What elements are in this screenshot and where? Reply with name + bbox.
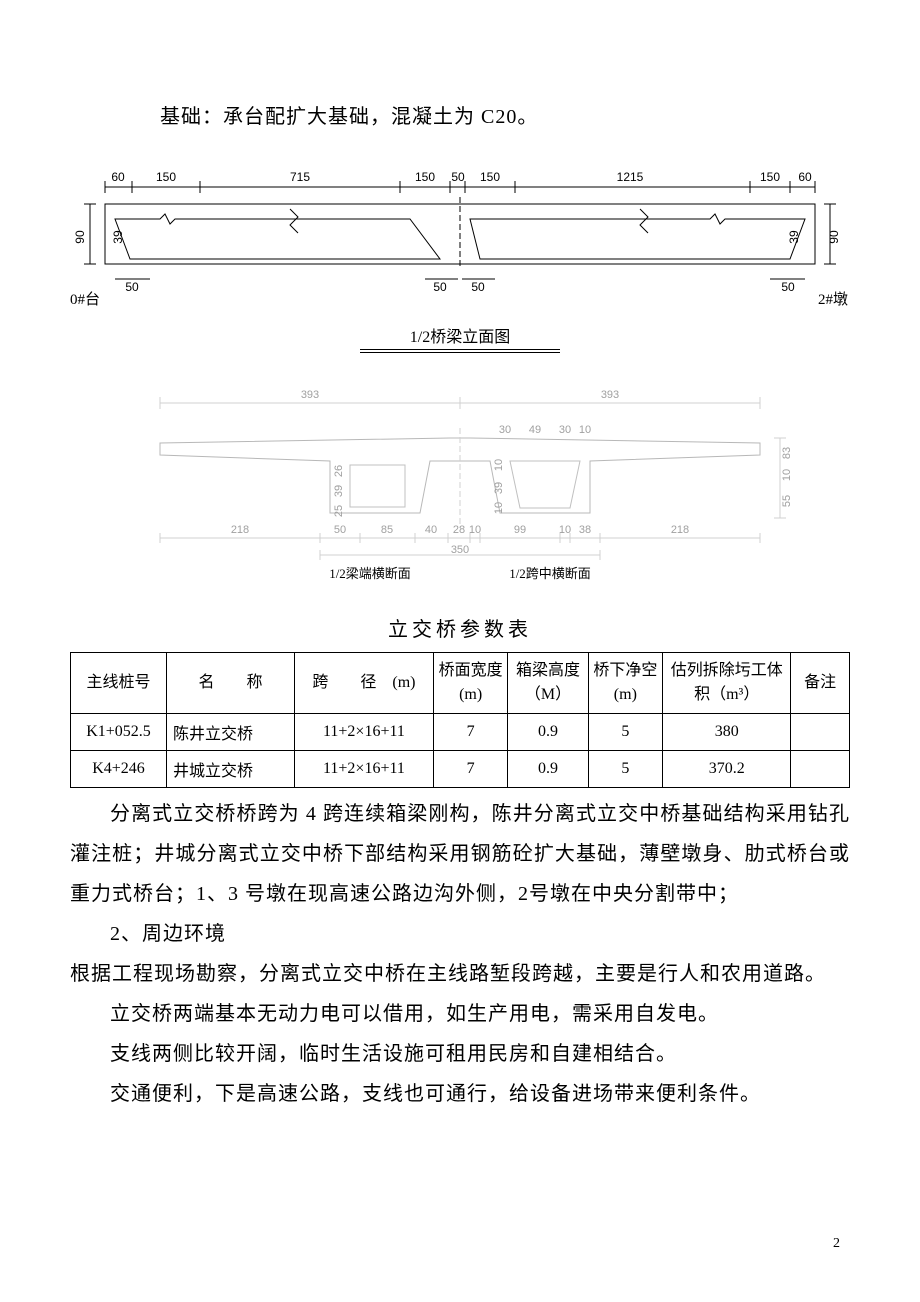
svg-text:50: 50 bbox=[125, 280, 139, 294]
svg-text:55: 55 bbox=[781, 495, 793, 507]
svg-text:218: 218 bbox=[231, 524, 249, 536]
paragraph: 分离式立交桥桥跨为 4 跨连续箱梁刚构，陈井分离式立交中桥基础结构采用钻孔灌注桩… bbox=[70, 794, 850, 914]
section-diagram: 393 393 30 49 30 10 26 39 25 10 39 10 83… bbox=[70, 383, 850, 583]
svg-text:715: 715 bbox=[290, 170, 310, 184]
table-row: K4+246井城立交桥11+2×16+1170.95370.2 bbox=[71, 751, 850, 788]
svg-text:2#墩: 2#墩 bbox=[818, 291, 848, 308]
caption-underline bbox=[360, 349, 560, 353]
table-cell: 井城立交桥 bbox=[167, 751, 295, 788]
svg-text:50: 50 bbox=[781, 280, 795, 294]
page-number: 2 bbox=[833, 1236, 840, 1252]
svg-text:150: 150 bbox=[415, 170, 435, 184]
svg-text:10: 10 bbox=[579, 424, 591, 436]
body-paragraphs: 分离式立交桥桥跨为 4 跨连续箱梁刚构，陈井分离式立交中桥基础结构采用钻孔灌注桩… bbox=[70, 794, 850, 1114]
table-header-row: 主线桩号 名 称 跨 径 (m) 桥面宽度(m) 箱梁高度（M） 桥下净空(m)… bbox=[71, 653, 850, 714]
svg-text:10: 10 bbox=[469, 524, 481, 536]
svg-text:85: 85 bbox=[381, 524, 393, 536]
svg-text:83: 83 bbox=[781, 447, 793, 459]
svg-text:28: 28 bbox=[453, 524, 465, 536]
elevation-diagram: 60 150 715 150 50 150 1215 150 60 90 39 … bbox=[70, 169, 850, 353]
th-clear: 桥下净空(m) bbox=[588, 653, 663, 714]
th-name: 名 称 bbox=[167, 653, 295, 714]
svg-text:38: 38 bbox=[579, 524, 591, 536]
svg-text:60: 60 bbox=[798, 170, 812, 184]
th-volume: 估列拆除圬工体积（m³） bbox=[663, 653, 791, 714]
table-cell bbox=[791, 714, 850, 751]
svg-text:25: 25 bbox=[333, 505, 345, 517]
svg-text:150: 150 bbox=[760, 170, 780, 184]
svg-text:40: 40 bbox=[425, 524, 437, 536]
intro-text: 基础：承台配扩大基础，混凝土为 C20。 bbox=[160, 100, 850, 129]
svg-text:10: 10 bbox=[493, 459, 505, 471]
svg-text:39: 39 bbox=[787, 230, 801, 244]
table-cell: 0.9 bbox=[508, 714, 588, 751]
th-station: 主线桩号 bbox=[71, 653, 167, 714]
svg-text:50: 50 bbox=[471, 280, 485, 294]
svg-text:350: 350 bbox=[451, 544, 469, 556]
svg-text:39: 39 bbox=[493, 482, 505, 494]
svg-text:1215: 1215 bbox=[617, 170, 644, 184]
paragraph: 2、周边环境 bbox=[70, 914, 850, 954]
table-cell: 380 bbox=[663, 714, 791, 751]
table-cell: 11+2×16+11 bbox=[295, 751, 434, 788]
svg-text:50: 50 bbox=[451, 170, 465, 184]
table-cell: 0.9 bbox=[508, 751, 588, 788]
svg-text:10: 10 bbox=[493, 502, 505, 514]
svg-text:39: 39 bbox=[111, 230, 125, 244]
svg-text:30: 30 bbox=[499, 424, 511, 436]
svg-text:39: 39 bbox=[333, 485, 345, 497]
elevation-caption: 1/2桥梁立面图 bbox=[70, 323, 850, 347]
svg-text:30: 30 bbox=[559, 424, 571, 436]
table-cell: 11+2×16+11 bbox=[295, 714, 434, 751]
svg-text:90: 90 bbox=[827, 230, 841, 244]
table-title: 立交桥参数表 bbox=[70, 613, 850, 642]
th-height: 箱梁高度（M） bbox=[508, 653, 588, 714]
th-remark: 备注 bbox=[791, 653, 850, 714]
svg-text:10: 10 bbox=[781, 469, 793, 481]
th-width: 桥面宽度(m) bbox=[433, 653, 508, 714]
svg-text:1/2跨中横断面: 1/2跨中横断面 bbox=[509, 566, 591, 581]
param-table: 主线桩号 名 称 跨 径 (m) 桥面宽度(m) 箱梁高度（M） 桥下净空(m)… bbox=[70, 652, 850, 788]
svg-text:218: 218 bbox=[671, 524, 689, 536]
svg-text:150: 150 bbox=[156, 170, 176, 184]
svg-text:26: 26 bbox=[333, 465, 345, 477]
paragraph: 交通便利，下是高速公路，支线也可通行，给设备进场带来便利条件。 bbox=[70, 1074, 850, 1114]
svg-text:90: 90 bbox=[73, 230, 87, 244]
paragraph: 支线两侧比较开阔，临时生活设施可租用民房和自建相结合。 bbox=[70, 1034, 850, 1074]
table-row: K1+052.5陈井立交桥11+2×16+1170.95380 bbox=[71, 714, 850, 751]
paragraph: 根据工程现场勘察，分离式立交中桥在主线路堑段跨越，主要是行人和农用道路。 bbox=[70, 954, 850, 994]
svg-text:0#台: 0#台 bbox=[70, 291, 100, 308]
table-cell: K4+246 bbox=[71, 751, 167, 788]
svg-text:50: 50 bbox=[433, 280, 447, 294]
svg-text:49: 49 bbox=[529, 424, 541, 436]
svg-text:99: 99 bbox=[514, 524, 526, 536]
table-cell: 陈井立交桥 bbox=[167, 714, 295, 751]
table-cell: 5 bbox=[588, 751, 663, 788]
table-cell: 7 bbox=[433, 714, 508, 751]
paragraph: 立交桥两端基本无动力电可以借用，如生产用电，需采用自发电。 bbox=[70, 994, 850, 1034]
table-cell: K1+052.5 bbox=[71, 714, 167, 751]
svg-text:60: 60 bbox=[111, 170, 125, 184]
th-span: 跨 径 (m) bbox=[295, 653, 434, 714]
svg-text:1/2梁端横断面: 1/2梁端横断面 bbox=[329, 566, 411, 581]
svg-text:150: 150 bbox=[480, 170, 500, 184]
table-cell: 5 bbox=[588, 714, 663, 751]
table-cell: 370.2 bbox=[663, 751, 791, 788]
svg-text:10: 10 bbox=[559, 524, 571, 536]
svg-text:393: 393 bbox=[301, 389, 319, 401]
table-cell bbox=[791, 751, 850, 788]
svg-text:50: 50 bbox=[334, 524, 346, 536]
table-cell: 7 bbox=[433, 751, 508, 788]
svg-text:393: 393 bbox=[601, 389, 619, 401]
